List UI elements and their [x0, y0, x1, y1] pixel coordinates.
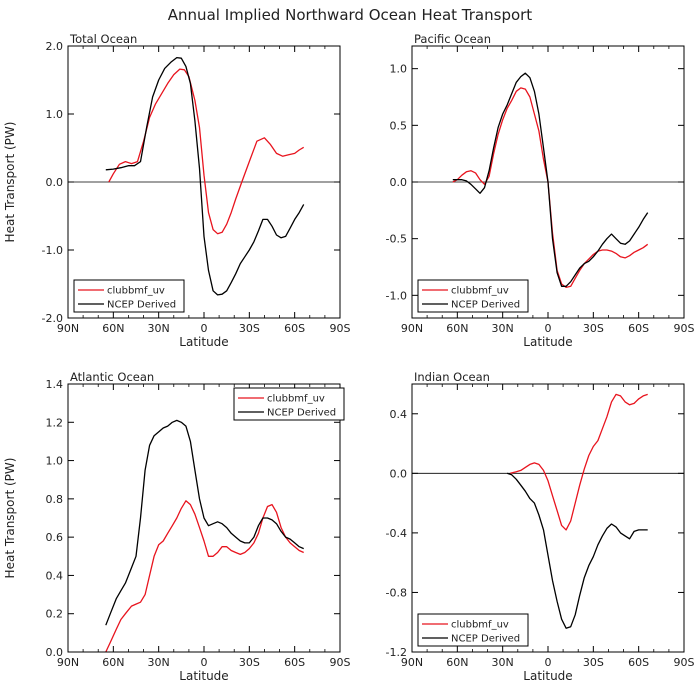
x-tick-label: 60S	[284, 656, 305, 669]
legend-label: NCEP Derived	[451, 634, 520, 645]
series-line-ncep-derived	[506, 472, 648, 629]
x-tick-label: 60S	[284, 322, 305, 335]
y-tick-label: -0.8	[386, 586, 407, 599]
x-tick-label: 0	[545, 656, 552, 669]
x-axis-label: Latitude	[179, 669, 228, 683]
y-tick-label: 1.0	[46, 455, 64, 468]
y-tick-label: -2.0	[42, 312, 63, 325]
x-tick-label: 30S	[583, 322, 604, 335]
legend-label: NCEP Derived	[267, 408, 336, 419]
legend-label: NCEP Derived	[451, 300, 520, 311]
legend-label: clubbmf_uv	[107, 286, 165, 297]
x-tick-label: 30S	[239, 656, 260, 669]
y-tick-label: -1.0	[386, 289, 407, 302]
panel-2: Pacific Ocean 90N 60N 30N 0 30S 60S 90S -1.0 -0.5…	[386, 32, 695, 349]
panels: Total Ocean 90N 60N 30N 0 30S 60S 90S -2.0 -1.0 0.…	[3, 32, 695, 683]
y-tick-label: 0.0	[46, 646, 64, 659]
y-tick-label: 0.5	[390, 119, 408, 132]
x-tick-label: 30N	[492, 656, 514, 669]
x-tick-label: 30N	[148, 656, 170, 669]
x-tick-label: 30S	[583, 656, 604, 669]
x-tick-label: 90S	[330, 656, 351, 669]
panel-1: Total Ocean 90N 60N 30N 0 30S 60S 90S -2.0 -1.0 0.…	[3, 32, 351, 349]
x-tick-label: 90N	[57, 656, 79, 669]
y-tick-label: 0.0	[390, 176, 408, 189]
x-tick-label: 0	[201, 322, 208, 335]
panel-3: Atlantic Ocean 90N 60N 30N 0 30S 60S 90S 0.0 0.2 0…	[3, 370, 351, 683]
x-tick-label: 30N	[148, 322, 170, 335]
x-tick-label: 90S	[674, 322, 695, 335]
y-tick-label: -1.2	[386, 646, 407, 659]
x-axis-label: Latitude	[523, 335, 572, 349]
x-axis-label: Latitude	[179, 335, 228, 349]
x-tick-label: 90N	[401, 322, 423, 335]
x-tick-label: 0	[545, 322, 552, 335]
legend-label: clubbmf_uv	[451, 620, 509, 631]
y-tick-label: -0.5	[386, 233, 407, 246]
y-axis-label: Heat Transport (PW)	[3, 122, 17, 243]
x-tick-label: 30N	[492, 322, 514, 335]
legend: clubbmf_uv NCEP Derived	[417, 279, 529, 313]
series-line-clubbmf-uv	[105, 500, 304, 653]
series-line-ncep-derived	[452, 72, 649, 287]
x-tick-label: 30S	[239, 322, 260, 335]
legend-label: NCEP Derived	[107, 300, 176, 311]
x-tick-label: 60S	[628, 322, 649, 335]
x-tick-label: 60N	[446, 322, 468, 335]
legend-label: clubbmf_uv	[267, 394, 325, 405]
y-tick-label: 0.0	[390, 467, 408, 480]
y-tick-label: 0.4	[46, 569, 64, 582]
legend-box	[73, 279, 185, 313]
panel-title: Indian Ocean	[414, 370, 490, 384]
x-tick-label: 60N	[102, 656, 124, 669]
x-tick-label: 0	[201, 656, 208, 669]
x-tick-label: 60N	[102, 322, 124, 335]
series-line-ncep-derived	[105, 419, 304, 626]
legend: clubbmf_uv NCEP Derived	[73, 279, 185, 313]
figure-title: Annual Implied Northward Ocean Heat Tran…	[168, 6, 533, 24]
legend: clubbmf_uv NCEP Derived	[417, 613, 529, 647]
x-tick-label: 60N	[446, 656, 468, 669]
legend-box	[417, 613, 529, 647]
x-tick-label: 90N	[57, 322, 79, 335]
legend-label: clubbmf_uv	[451, 286, 509, 297]
y-tick-label: 0.4	[390, 408, 408, 421]
series-line-clubbmf-uv	[510, 393, 648, 531]
x-tick-label: 90S	[674, 656, 695, 669]
y-tick-label: 1.0	[390, 63, 408, 76]
y-tick-label: 0.6	[46, 531, 64, 544]
y-tick-label: 0.8	[46, 493, 64, 506]
y-tick-label: 1.4	[46, 378, 64, 391]
panel-4: Indian Ocean 90N 60N 30N 0 30S 60S 90S -1.2 -0.8 -…	[386, 370, 695, 683]
y-tick-label: 0.0	[46, 176, 64, 189]
panel-title: Atlantic Ocean	[70, 370, 154, 384]
series-line-clubbmf-uv	[108, 68, 305, 235]
x-tick-label: 90S	[330, 322, 351, 335]
legend-box	[233, 387, 345, 421]
legend-box	[417, 279, 529, 313]
y-tick-label: 1.0	[46, 108, 64, 121]
y-tick-label: 2.0	[46, 40, 64, 53]
panel-title: Pacific Ocean	[414, 32, 491, 46]
y-tick-label: 0.2	[46, 608, 64, 621]
x-tick-label: 90N	[401, 656, 423, 669]
legend: clubbmf_uv NCEP Derived	[233, 387, 345, 421]
series-line-ncep-derived	[105, 56, 305, 296]
panel-title: Total Ocean	[69, 32, 137, 46]
y-tick-label: 1.2	[46, 416, 64, 429]
y-tick-label: -0.4	[386, 527, 407, 540]
x-tick-label: 60S	[628, 656, 649, 669]
y-axis-label: Heat Transport (PW)	[3, 458, 17, 579]
y-tick-label: -1.0	[42, 244, 63, 257]
x-axis-label: Latitude	[523, 669, 572, 683]
